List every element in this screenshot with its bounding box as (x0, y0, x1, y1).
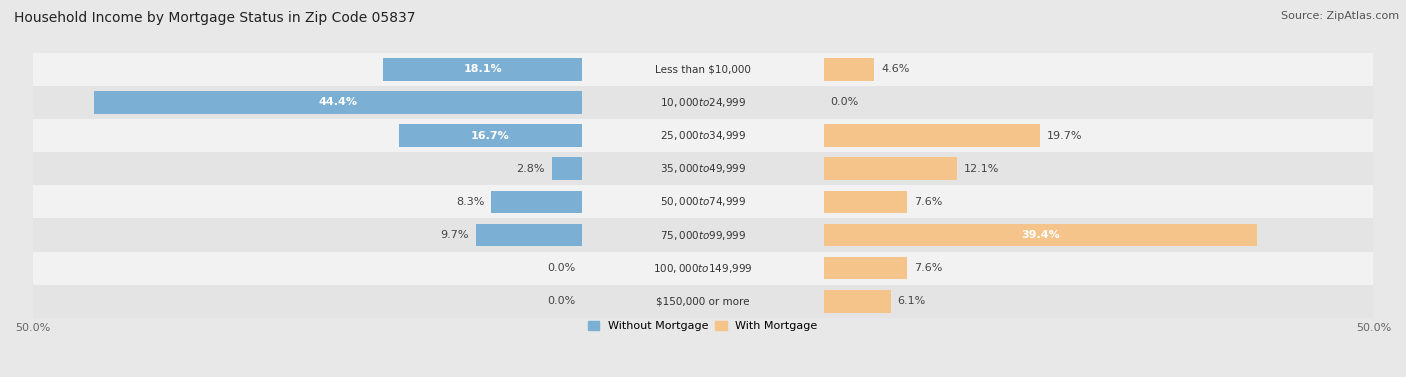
Bar (551, 158, 582, 180)
Text: 9.7%: 9.7% (440, 230, 470, 240)
Text: 39.4%: 39.4% (1021, 230, 1060, 240)
Text: 16.7%: 16.7% (471, 130, 510, 141)
Bar (824, 257, 907, 279)
Bar (32, 285, 1374, 318)
Text: $35,000 to $49,999: $35,000 to $49,999 (659, 162, 747, 175)
Bar (824, 58, 875, 81)
Text: 6.1%: 6.1% (897, 296, 925, 307)
Text: 2.8%: 2.8% (516, 164, 546, 174)
Bar (824, 290, 891, 313)
Text: 0.0%: 0.0% (547, 296, 575, 307)
Bar (491, 191, 582, 213)
Text: Household Income by Mortgage Status in Zip Code 05837: Household Income by Mortgage Status in Z… (14, 11, 416, 25)
Legend: Without Mortgage, With Mortgage: Without Mortgage, With Mortgage (586, 319, 820, 334)
Text: 0.0%: 0.0% (547, 263, 575, 273)
Text: 12.1%: 12.1% (963, 164, 998, 174)
Text: 18.1%: 18.1% (464, 64, 502, 74)
Text: 19.7%: 19.7% (1047, 130, 1083, 141)
Bar (475, 224, 582, 246)
Text: $100,000 to $149,999: $100,000 to $149,999 (654, 262, 752, 275)
Bar (824, 158, 956, 180)
Text: $50,000 to $74,999: $50,000 to $74,999 (659, 195, 747, 208)
Text: 7.6%: 7.6% (914, 263, 942, 273)
Text: $150,000 or more: $150,000 or more (657, 296, 749, 307)
Text: 0.0%: 0.0% (831, 97, 859, 107)
Text: $10,000 to $24,999: $10,000 to $24,999 (659, 96, 747, 109)
Text: 8.3%: 8.3% (456, 197, 485, 207)
Text: Source: ZipAtlas.com: Source: ZipAtlas.com (1281, 11, 1399, 21)
Bar (824, 191, 907, 213)
Bar (824, 224, 1257, 246)
Bar (32, 219, 1374, 251)
Text: Less than $10,000: Less than $10,000 (655, 64, 751, 74)
Bar (399, 124, 582, 147)
Text: 4.6%: 4.6% (882, 64, 910, 74)
Text: $25,000 to $34,999: $25,000 to $34,999 (659, 129, 747, 142)
Bar (32, 86, 1374, 119)
Bar (32, 53, 1374, 86)
Bar (32, 119, 1374, 152)
Bar (824, 124, 1040, 147)
Text: 7.6%: 7.6% (914, 197, 942, 207)
Bar (32, 251, 1374, 285)
Bar (32, 152, 1374, 185)
Bar (94, 91, 582, 114)
Bar (32, 185, 1374, 219)
Text: $75,000 to $99,999: $75,000 to $99,999 (659, 228, 747, 242)
Bar (384, 58, 582, 81)
Text: 44.4%: 44.4% (319, 97, 357, 107)
